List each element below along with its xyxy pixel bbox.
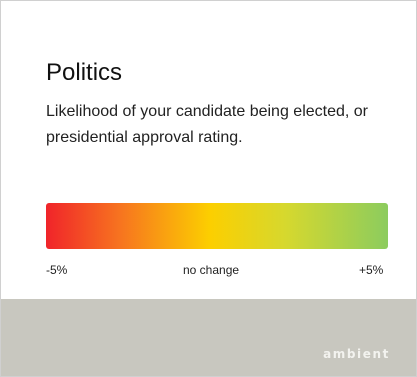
brand-label: ambient: [323, 347, 390, 361]
card-description: Likelihood of your candidate being elect…: [46, 103, 368, 146]
card-footer: ambient: [1, 299, 416, 376]
scale-max-label: +5%: [359, 263, 384, 277]
card-title: Politics: [46, 59, 123, 86]
scale-mid-label: no change: [183, 263, 240, 277]
scale-min-label: -5%: [46, 263, 68, 277]
color-scale-bar: [46, 203, 388, 249]
